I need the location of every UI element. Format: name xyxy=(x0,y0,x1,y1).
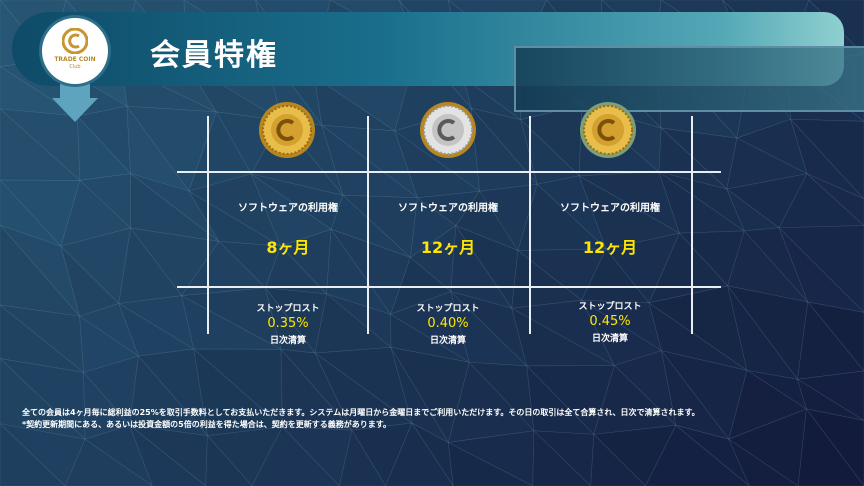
settlement-label: 日次清算 xyxy=(591,334,628,344)
background-polygon xyxy=(797,408,864,486)
background-polygon xyxy=(736,118,808,175)
grid-line xyxy=(367,116,369,334)
background-polygon xyxy=(60,227,131,305)
background-polygon xyxy=(126,105,190,192)
background-polygon xyxy=(590,433,646,486)
background-polygon xyxy=(743,227,809,303)
logo: TRADE COIN Club xyxy=(42,18,108,84)
background-polygon xyxy=(128,424,207,486)
feature-label: ソフトウェアの利用権 xyxy=(238,203,338,214)
background-polygon xyxy=(661,350,730,440)
background-polygon xyxy=(251,426,340,486)
stoploss-label: ストップロスト xyxy=(578,302,642,312)
background-polygon xyxy=(330,194,411,258)
background-polygon xyxy=(447,441,533,486)
background-polygon xyxy=(648,285,748,372)
feature-label: ソフトウェアの利用権 xyxy=(398,203,498,214)
background-polygon xyxy=(250,173,332,247)
background-polygon xyxy=(64,438,154,486)
background-polygon xyxy=(411,422,454,486)
grid-line xyxy=(207,116,209,334)
background-polygon xyxy=(796,378,864,421)
settlement-label: 日次清算 xyxy=(429,336,466,346)
background-polygon xyxy=(264,245,328,295)
background-polygon xyxy=(728,438,799,486)
background-polygon xyxy=(339,429,386,486)
down-arrow-icon xyxy=(52,82,98,122)
background-polygon xyxy=(533,430,595,486)
background-polygon xyxy=(462,76,521,120)
background-polygon xyxy=(778,227,864,313)
feature-label: ソフトウェアの利用権 xyxy=(560,203,660,214)
page-title: 会員特権 xyxy=(150,38,278,73)
background-polygon xyxy=(218,241,282,289)
duration-value: 12ヶ月 xyxy=(582,238,638,257)
background-polygon xyxy=(517,183,607,251)
background-polygon xyxy=(526,365,615,435)
background-polygon xyxy=(192,348,283,428)
background-polygon xyxy=(188,173,282,247)
background-polygon xyxy=(0,179,62,247)
background-polygon xyxy=(455,190,519,252)
background-polygon xyxy=(118,302,195,357)
background-polygon xyxy=(796,370,864,421)
background-polygon xyxy=(385,422,454,486)
settlement-label: 日次清算 xyxy=(269,336,306,346)
background-polygon xyxy=(658,171,746,234)
stoploss-label: ストップロスト xyxy=(416,304,480,314)
background-polygon xyxy=(0,423,66,486)
duration-value: 8ヶ月 xyxy=(266,238,310,257)
background-polygon xyxy=(205,434,253,486)
logo-brand: TRADE COIN xyxy=(54,56,96,63)
silver-coin-icon xyxy=(420,102,476,158)
grid-line xyxy=(177,171,721,173)
duration-value: 12ヶ月 xyxy=(420,238,476,257)
stoploss-rate: 0.45% xyxy=(589,314,631,329)
background-polygon xyxy=(726,173,808,229)
stoploss-rate: 0.35% xyxy=(267,316,309,331)
footer-note-contract: *契約更新期間にある、あるいは投資金額の5倍の利益を得た場合は、契約を更新する義… xyxy=(22,420,391,429)
grid-line xyxy=(177,286,721,288)
background-polygon xyxy=(0,108,81,181)
background-polygon xyxy=(520,118,580,185)
logo-coin-icon xyxy=(62,28,88,54)
background-polygon xyxy=(188,190,281,247)
footer-note: 全ての会員は4ヶ月毎に総利益の25%を取引手数料としてお支払いただきます。システ… xyxy=(22,408,700,417)
background-polygon xyxy=(532,430,592,486)
gold-coin-icon xyxy=(580,102,636,158)
stoploss-label: ストップロスト xyxy=(256,304,320,314)
background-polygon xyxy=(645,424,750,486)
background-polygon xyxy=(0,224,81,317)
logo-sub: Club xyxy=(69,64,81,70)
background-polygon xyxy=(807,301,864,372)
gold-coin-icon xyxy=(259,102,315,158)
grid-line xyxy=(529,116,531,334)
decorative-frame xyxy=(514,46,864,112)
grid-line xyxy=(691,116,693,334)
stoploss-rate: 0.40% xyxy=(427,316,469,331)
